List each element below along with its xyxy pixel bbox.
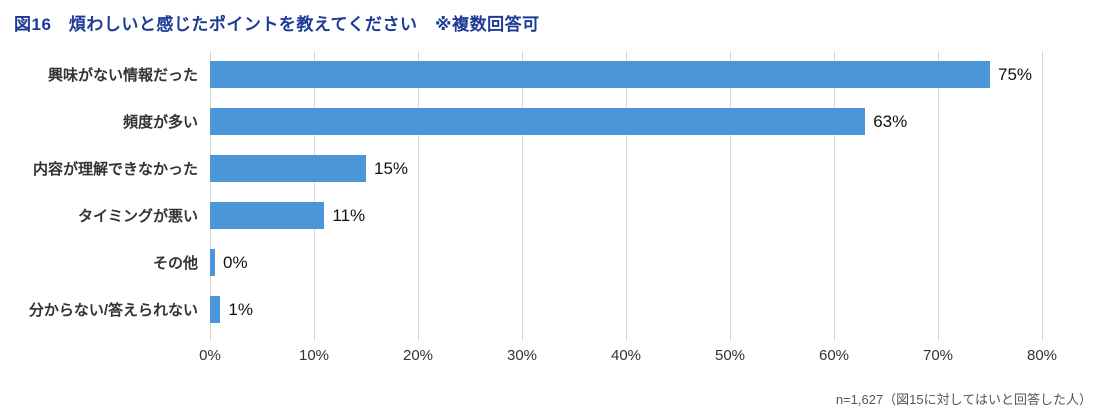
bar-row: 15% [210, 145, 1042, 192]
value-label: 11% [332, 205, 366, 225]
gridlines [210, 51, 1043, 341]
x-tick-label: 40% [610, 347, 642, 364]
bar [210, 155, 366, 182]
bar [210, 296, 221, 323]
category-label: タイミングが悪い [77, 208, 198, 225]
value-label: 0% [222, 252, 248, 272]
bar-row: 11% [210, 192, 1042, 239]
gridline [938, 51, 939, 341]
category-label: 内容が理解できなかった [32, 161, 198, 178]
category-label: 分からない/答えられない [28, 302, 198, 319]
x-tick-label: 80% [1026, 347, 1058, 364]
x-tick-label: 60% [818, 347, 850, 364]
chart-title: 図16 煩わしいと感じたポイントを教えてください ※複数回答可 [14, 15, 540, 34]
gridline [418, 51, 419, 341]
bar [210, 61, 990, 88]
x-tick-label: 30% [506, 347, 538, 364]
value-label: 1% [228, 299, 253, 319]
gridline [626, 51, 627, 341]
gridline [1042, 51, 1043, 341]
gridline [730, 51, 731, 341]
x-tick-label: 70% [922, 347, 954, 364]
x-tick-label: 20% [402, 347, 434, 364]
gridline [522, 51, 523, 341]
bar [210, 249, 215, 276]
x-axis-ticks: 0% 10% 20% 30% 40% 50% 60% 70% 80% [199, 341, 1057, 375]
bar-row: 75% [210, 51, 1042, 98]
bar-row: 0% [210, 239, 1042, 286]
gridline [210, 51, 211, 341]
gridline [834, 51, 835, 341]
bar-row: 63% [210, 98, 1042, 145]
value-label: 63% [873, 111, 908, 131]
x-tick-label: 50% [714, 347, 746, 364]
bar [210, 108, 866, 135]
bar-chart: 興味がない情報だった頻度が多い内容が理解できなかったタイミングが悪いその他分から… [14, 51, 1098, 375]
value-label: 75% [998, 64, 1033, 84]
category-label: その他 [152, 255, 198, 272]
category-label: 興味がない情報だった [47, 67, 198, 84]
sample-size-footnote: n=1,627（図15に対してはいと回答した人） [835, 392, 1092, 407]
bar-row: 1% [210, 286, 1042, 333]
bar [210, 202, 325, 229]
value-label: 15% [374, 158, 409, 178]
category-label: 頻度が多い [122, 114, 198, 131]
gridline [314, 51, 315, 341]
x-tick-label: 0% [199, 347, 221, 364]
y-axis-labels: 興味がない情報だった頻度が多い内容が理解できなかったタイミングが悪いその他分から… [14, 51, 210, 375]
x-tick-label: 10% [298, 347, 330, 364]
plot-area: 75% 63% 15% 11% 0% 1% 0% 10% 20% 30% 40% 50% 60% 70%… [199, 51, 1057, 375]
bar-rows: 75% 63% 15% 11% 0% 1% [210, 51, 1042, 333]
